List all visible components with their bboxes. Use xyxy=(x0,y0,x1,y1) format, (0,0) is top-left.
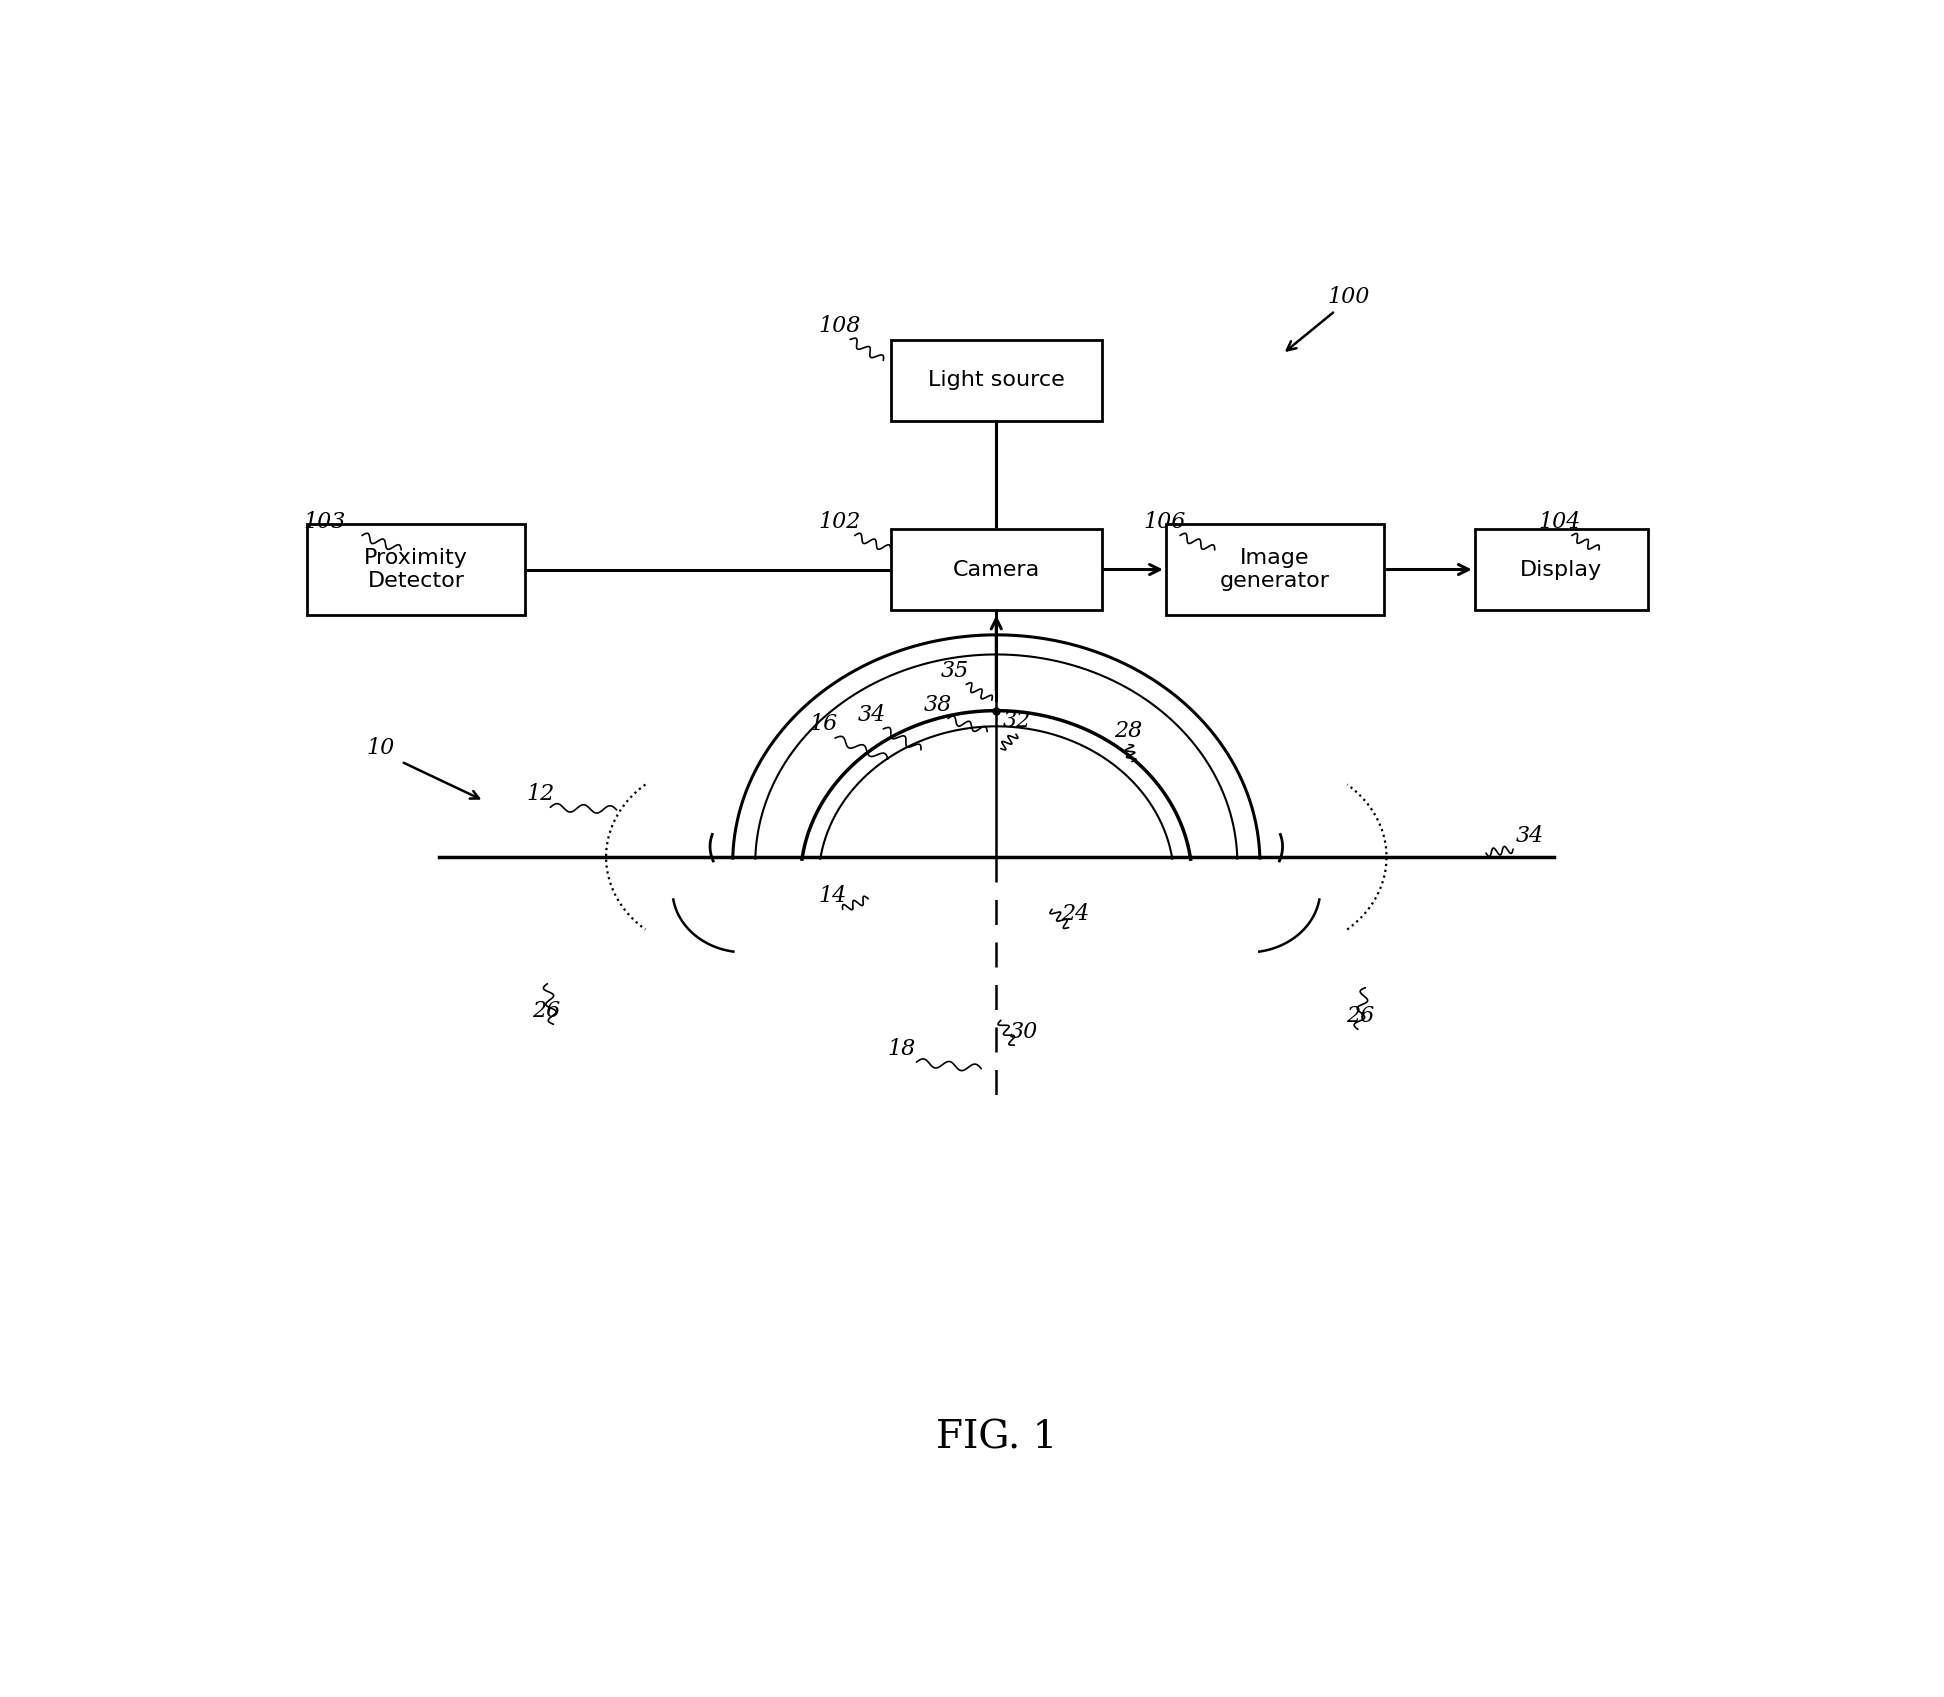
Text: 26: 26 xyxy=(1345,1005,1374,1027)
Text: 104: 104 xyxy=(1540,511,1580,533)
Text: 18: 18 xyxy=(888,1037,916,1059)
Text: 35: 35 xyxy=(941,660,968,682)
Text: Light source: Light source xyxy=(927,370,1065,390)
Text: 34: 34 xyxy=(1516,825,1544,847)
Text: 100: 100 xyxy=(1328,287,1371,309)
Text: 34: 34 xyxy=(857,704,886,726)
Text: 102: 102 xyxy=(818,511,861,533)
Bar xyxy=(307,524,525,616)
Text: 30: 30 xyxy=(1009,1020,1038,1042)
Text: 14: 14 xyxy=(818,884,848,906)
Text: Image
generator: Image generator xyxy=(1221,548,1330,591)
Text: 12: 12 xyxy=(527,782,554,804)
Text: 10: 10 xyxy=(367,736,395,759)
Bar xyxy=(1166,524,1384,616)
Text: 28: 28 xyxy=(1114,720,1141,742)
Text: Display: Display xyxy=(1520,560,1602,579)
Text: 38: 38 xyxy=(923,694,953,716)
Text: 24: 24 xyxy=(1061,903,1089,925)
Text: 108: 108 xyxy=(818,316,861,338)
Text: Camera: Camera xyxy=(953,560,1040,579)
Text: Proximity
Detector: Proximity Detector xyxy=(364,548,469,591)
Text: FIG. 1: FIG. 1 xyxy=(935,1420,1058,1458)
Text: 103: 103 xyxy=(303,511,346,533)
Text: 32: 32 xyxy=(1003,709,1030,731)
Bar xyxy=(890,529,1102,609)
Text: 106: 106 xyxy=(1143,511,1186,533)
Text: 26: 26 xyxy=(533,1000,560,1022)
Text: 16: 16 xyxy=(809,713,838,735)
Bar xyxy=(890,339,1102,421)
Bar xyxy=(1475,529,1649,609)
